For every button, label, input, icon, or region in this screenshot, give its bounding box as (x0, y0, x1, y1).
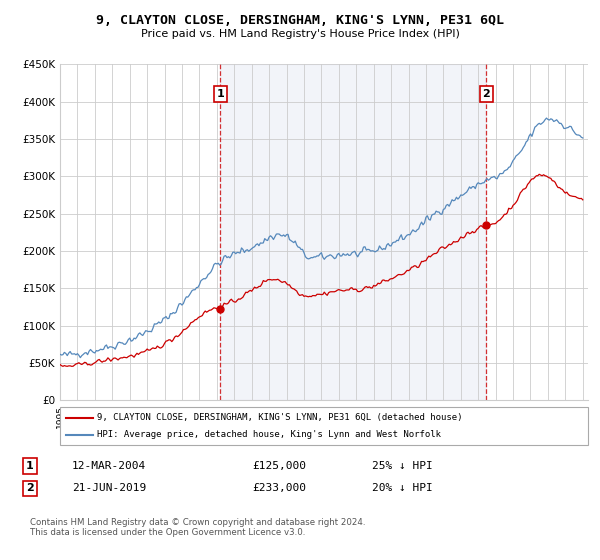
Text: 2: 2 (482, 89, 490, 99)
Text: 20% ↓ HPI: 20% ↓ HPI (372, 483, 433, 493)
Bar (220, 64, 486, 400)
Text: 2: 2 (26, 483, 34, 493)
Text: 9, CLAYTON CLOSE, DERSINGHAM, KING'S LYNN, PE31 6QL: 9, CLAYTON CLOSE, DERSINGHAM, KING'S LYN… (96, 14, 504, 27)
Text: 12-MAR-2004: 12-MAR-2004 (72, 461, 146, 471)
Text: 9, CLAYTON CLOSE, DERSINGHAM, KING'S LYNN, PE31 6QL (detached house): 9, CLAYTON CLOSE, DERSINGHAM, KING'S LYN… (97, 413, 463, 422)
Text: £233,000: £233,000 (252, 483, 306, 493)
Text: £125,000: £125,000 (252, 461, 306, 471)
Text: HPI: Average price, detached house, King's Lynn and West Norfolk: HPI: Average price, detached house, King… (97, 430, 441, 439)
Text: Price paid vs. HM Land Registry's House Price Index (HPI): Price paid vs. HM Land Registry's House … (140, 29, 460, 39)
Text: Contains HM Land Registry data © Crown copyright and database right 2024.
This d: Contains HM Land Registry data © Crown c… (30, 518, 365, 538)
Text: 1: 1 (26, 461, 34, 471)
Text: 25% ↓ HPI: 25% ↓ HPI (372, 461, 433, 471)
Text: 21-JUN-2019: 21-JUN-2019 (72, 483, 146, 493)
Text: 1: 1 (217, 89, 224, 99)
